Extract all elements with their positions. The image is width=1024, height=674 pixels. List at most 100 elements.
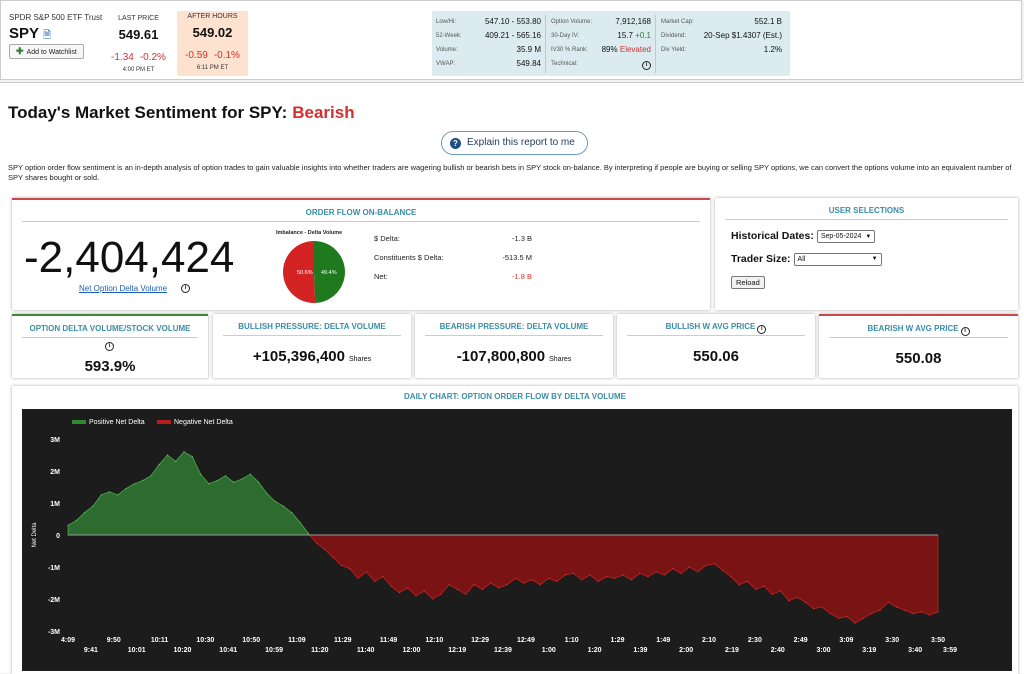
explain-report-label: Explain this report to me	[467, 137, 575, 148]
metric-title: OPTION DELTA VOLUME/STOCK VOLUME	[29, 324, 191, 333]
data-point	[141, 480, 144, 482]
document-icon[interactable]: 🗎	[43, 30, 52, 41]
info-icon[interactable]: i	[642, 61, 651, 70]
data-point	[531, 579, 533, 581]
y-tick-label: 3M	[50, 437, 60, 444]
data-point	[299, 521, 301, 523]
ticker-symbol[interactable]: SPY 🗎	[9, 25, 51, 45]
data-point	[150, 475, 152, 477]
info-icon[interactable]: i	[757, 325, 767, 334]
page-title: Today's Market Sentiment for SPY: Bearish	[8, 103, 355, 123]
data-point	[688, 566, 691, 568]
data-point	[746, 580, 749, 582]
x-tick-label: 9:50	[107, 637, 121, 644]
x-tick-label: 3:59	[943, 647, 957, 654]
data-point	[506, 584, 508, 586]
after-hours-change: -0.59 -0.1%	[177, 50, 248, 61]
stat-div-yield: Div Yield: 1.2%	[661, 43, 786, 57]
data-point	[697, 571, 699, 573]
main-content: Today's Market Sentiment for SPY: Bearish…	[0, 82, 1024, 674]
stat-value: 549.84	[516, 59, 541, 68]
legend-swatch-positive	[72, 420, 86, 424]
data-point	[307, 532, 309, 534]
divider	[725, 219, 1008, 220]
historical-dates-select[interactable]: Sep-05-2024 ▼	[816, 230, 876, 243]
x-tick-label: 1:39	[633, 647, 647, 654]
data-point	[498, 587, 500, 589]
historical-dates-row: Historical Dates: Sep-05-2024 ▼	[731, 230, 876, 243]
data-point	[465, 593, 467, 595]
info-icon[interactable]: i	[181, 284, 190, 293]
y-tick-label: -3M	[48, 629, 60, 636]
x-tick-label: 12:39	[494, 647, 512, 654]
last-price-change: -1.34 -0.2%	[101, 52, 176, 63]
data-point	[92, 505, 94, 507]
stat-value: 409.21 - 565.16	[484, 31, 541, 40]
stat-value: 15.7 +0.1	[617, 29, 651, 43]
x-tick-label: 11:49	[380, 637, 398, 644]
data-point	[75, 520, 77, 522]
x-tick-label: 3:40	[908, 647, 922, 654]
data-point	[547, 577, 550, 579]
x-tick-label: 11:09	[288, 637, 306, 644]
y-tick-label: 0	[56, 533, 60, 540]
stats-column-1: Low/Hi: 547.10 - 553.80 52-Week: 409.21 - …	[436, 15, 546, 73]
trader-size-select[interactable]: All ▼	[793, 253, 882, 266]
info-icon[interactable]: i	[105, 342, 114, 351]
last-price-panel: LAST PRICE 549.61 -1.34 -0.2% 4:00 PM ET	[101, 13, 176, 73]
stat-label: IV30 % Rank:	[551, 47, 588, 53]
user-selections-title: USER SELECTIONS	[828, 206, 905, 215]
iv-value: 15.7	[617, 31, 633, 40]
data-point	[456, 588, 459, 590]
chart-title: DAILY CHART: OPTION ORDER FLOW BY DELTA …	[404, 392, 626, 401]
data-point	[233, 481, 235, 483]
x-tick-label: 12:29	[471, 637, 489, 644]
data-point	[904, 609, 906, 611]
x-tick-label: 10:30	[196, 637, 214, 644]
divider	[425, 335, 603, 336]
data-point	[622, 574, 624, 576]
legend-negative: Negative Net Delta	[174, 419, 233, 426]
data-point	[663, 574, 666, 576]
divider	[627, 335, 805, 336]
divider	[22, 221, 700, 222]
data-point	[597, 580, 599, 582]
order-flow-title: ORDER FLOW ON-BALANCE	[305, 208, 417, 217]
metric-value: -107,800,800	[456, 348, 546, 365]
metric-card-bullish-pressure: BULLISH PRESSURE: DELTA VOLUME +105,396,…	[213, 314, 411, 378]
stat-value: 20-Sep $1.4307 (Est.)	[703, 31, 782, 40]
reload-button[interactable]: Reload	[731, 276, 765, 289]
metric-card-bearish-pressure: BEARISH PRESSURE: DELTA VOLUME -107,800,…	[415, 314, 613, 378]
imbalance-label: Imbalance - Delta Volume	[276, 230, 343, 236]
stat-value: 1.2%	[763, 45, 782, 54]
data-point	[407, 587, 409, 589]
x-tick-label: 4:09	[61, 637, 75, 644]
daily-chart-card: DAILY CHART: OPTION ORDER FLOW BY DELTA …	[12, 386, 1018, 674]
info-icon[interactable]: i	[960, 327, 970, 336]
data-point	[291, 512, 293, 514]
explain-report-button[interactable]: ? Explain this report to me	[441, 131, 588, 155]
stat-30-day-iv: 30-Day IV: 15.7 +0.1	[551, 29, 655, 43]
after-hours-label: AFTER HOURS	[187, 13, 238, 20]
data-point	[846, 616, 848, 618]
net-option-delta-volume-link[interactable]: Net Option Delta Volume	[79, 284, 168, 293]
stat-label: Volume:	[436, 47, 458, 53]
add-to-watchlist-button[interactable]: ✚ Add to Watchlist	[9, 44, 84, 59]
pie-label-red: 50.6%	[297, 270, 313, 276]
stat-market-cap: Market Cap: 552.1 B	[661, 15, 786, 29]
data-point	[796, 596, 798, 598]
data-point	[83, 512, 86, 514]
fund-name: SPDR S&P 500 ETF Trust	[9, 13, 103, 22]
data-point	[779, 590, 782, 592]
metric-title: BULLISH W AVG PRICE	[665, 322, 756, 331]
trader-size-row: Trader Size: All ▼	[731, 253, 882, 266]
data-point	[266, 492, 268, 494]
imbalance-pie-chart: 50.6% 49.4%	[283, 241, 346, 303]
stats-column-2: Option Volume: 7,912,168 30-Day IV: 15.7 +…	[551, 15, 656, 73]
metric-unit: Shares	[549, 356, 572, 363]
pie-slice-red	[283, 241, 316, 303]
data-point	[523, 582, 525, 584]
stat-dividend: Dividend: 20-Sep $1.4307 (Est.)	[661, 29, 786, 43]
stat-vwap: VWAP: 549.84	[436, 57, 545, 71]
page-title-text: Today's Market Sentiment for SPY:	[8, 103, 288, 122]
